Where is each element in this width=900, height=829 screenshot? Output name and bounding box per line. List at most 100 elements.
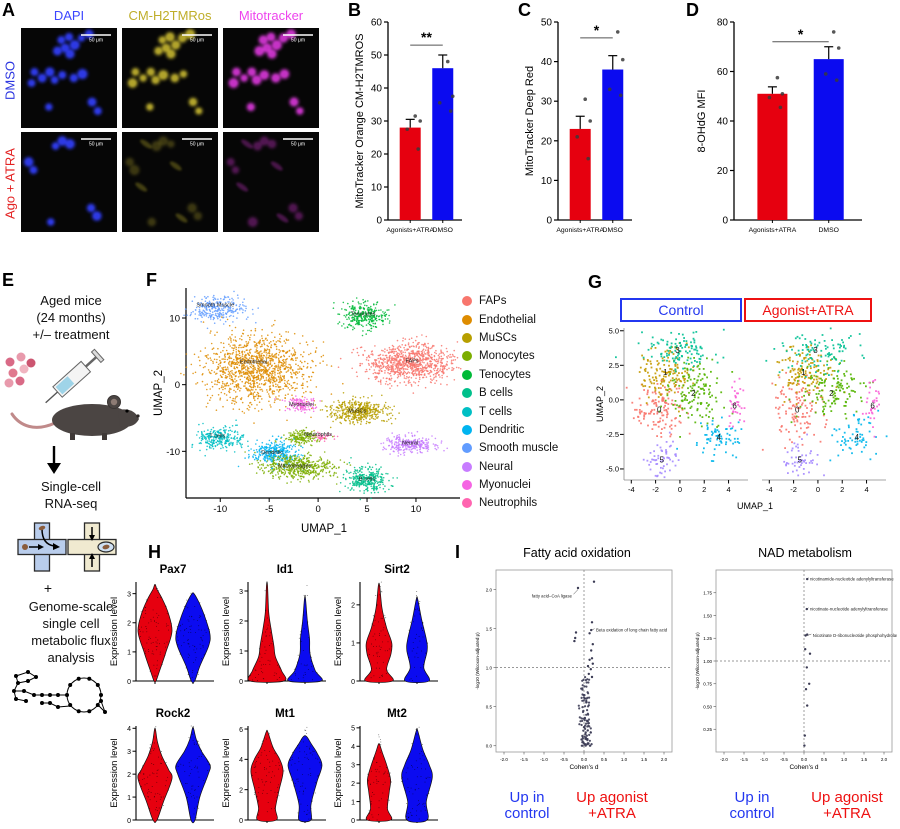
legend-label: Myonuclei <box>479 479 531 492</box>
panel-g-letter: G <box>588 272 603 292</box>
svg-text:20: 20 <box>717 166 729 177</box>
legend-label: Tenocytes <box>479 368 531 381</box>
svg-text:-10: -10 <box>213 504 227 515</box>
svg-text:DMSO: DMSO <box>433 227 453 234</box>
legend-item: B cells <box>462 384 592 402</box>
legend-item: Dendritic <box>462 421 592 439</box>
svg-text:60: 60 <box>371 18 383 29</box>
panel-a-letter: A <box>2 0 15 20</box>
caption-up-in-control-left: Up in control <box>504 789 550 822</box>
svg-text:50 μm: 50 μm <box>89 142 103 148</box>
aged-mice-text: Aged mice (24 months) +/– treatment <box>32 293 110 342</box>
svg-text:60: 60 <box>717 67 729 78</box>
legend-label: Monocytes <box>479 350 535 363</box>
condition-title-control: Control <box>620 298 742 322</box>
svg-text:80: 80 <box>717 18 729 29</box>
violin-pax7: Pax7 0 1 2 3 Expression level <box>108 564 216 690</box>
violin-mt1: Mt1 0 2 4 6 Expression level <box>220 708 328 829</box>
svg-text:50 μm: 50 μm <box>190 38 204 44</box>
svg-text:MitoTracker Deep Red: MitoTracker Deep Red <box>524 66 536 176</box>
legend-label: Endothelial <box>479 313 536 326</box>
arrow-down-icon <box>47 446 61 474</box>
bar-chart-cm-h2tmros: 0 10 20 30 40 50 60 MitoTracker Orange CM-H2TMR… <box>352 8 464 248</box>
legend-item: Monocytes <box>462 347 592 365</box>
legend-item: Tenocytes <box>462 366 592 384</box>
legend-dot-icon <box>462 424 472 435</box>
svg-text:10: 10 <box>541 176 553 187</box>
channel-header-dapi: DAPI <box>53 8 85 23</box>
cluster-legend: FAPs Endothelial MuSCs Monocytes Tenocytes B … <box>462 292 592 513</box>
violin-mt2: Mt2 0 1 2 3 4 5 Expression level <box>332 708 440 829</box>
legend-dot-icon <box>462 461 472 472</box>
bar-chart-mitotracker-deep-red: 0 10 20 30 40 50 MitoTracker Deep Red Agonists+… <box>522 8 634 248</box>
svg-text:0: 0 <box>175 380 180 391</box>
nad-metabolism-title: NAD metabolism <box>758 546 852 560</box>
svg-text:50 μm: 50 μm <box>291 142 305 148</box>
svg-text:DMSO: DMSO <box>603 227 623 234</box>
legend-item: T cells <box>462 402 592 420</box>
legend-label: B cells <box>479 387 513 400</box>
legend-item: MuSCs <box>462 329 592 347</box>
legend-label: Neutrophils <box>479 497 538 510</box>
micrograph-ago-atra-mitotracker: 50 μm <box>223 132 319 232</box>
mouse-injection-icon <box>4 348 140 440</box>
svg-text:40: 40 <box>371 84 383 95</box>
legend-dot-icon <box>462 443 472 454</box>
svg-text:10: 10 <box>169 314 180 325</box>
panel-c-letter: C <box>518 0 531 20</box>
condition-title-agonist-atra: Agonist+ATRA <box>744 298 872 322</box>
legend-dot-icon <box>462 480 472 491</box>
svg-text:0: 0 <box>315 504 320 515</box>
svg-text:5: 5 <box>364 504 369 515</box>
legend-item: Smooth muscle <box>462 439 592 457</box>
svg-text:50: 50 <box>541 18 553 29</box>
umap-all-cells: -10 0 10 -10 -5 0 5 10 UMAP_1 UMAP_2 Smooth Muscle… <box>152 284 462 536</box>
svg-text:30: 30 <box>541 97 553 108</box>
micrograph-ago-atra-cm-h2tmros: 50 μm <box>122 132 218 232</box>
caption-up-agonist-right: Up agonist +ATRA <box>811 789 883 822</box>
legend-item: FAPs <box>462 292 592 310</box>
legend-dot-icon <box>462 296 472 307</box>
legend-item: Endothelial <box>462 310 592 328</box>
legend-label: T cells <box>479 405 513 418</box>
panel-b-letter: B <box>348 0 361 20</box>
bar-chart-8ohdg-mfi: 0 20 40 60 80 8-OHdG MFI Agonists+ATRA DMSO * <box>694 8 864 248</box>
row-label-ago-atra: Ago + ATRA <box>2 148 18 219</box>
svg-text:DMSO: DMSO <box>819 227 839 234</box>
panel-f-letter: F <box>146 270 157 290</box>
svg-text:Agonists+ATRA: Agonists+ATRA <box>386 227 434 234</box>
microfluidic-chip-icon <box>17 522 117 572</box>
channel-header-mitotracker: Mitotracker <box>238 8 304 23</box>
channel-header-cm-h2tmros: CM-H2TMRos <box>128 8 212 23</box>
svg-text:**: ** <box>421 29 432 45</box>
svg-text:8-OHdG MFI: 8-OHdG MFI <box>696 90 708 153</box>
panel-i-letter: I <box>455 542 461 562</box>
svg-text:30: 30 <box>371 117 383 128</box>
svg-text:Agonists+ATRA: Agonists+ATRA <box>749 227 797 234</box>
svg-text:-5: -5 <box>265 504 273 515</box>
caption-up-in-control-right: Up in control <box>729 789 775 822</box>
violin-sirt2: Sirt2 0 1 2 Expression level <box>332 564 440 690</box>
panel-a-micrographs: DAPI CM-H2TMRos Mitotracker DMSO Ago + A… <box>0 0 335 262</box>
row-label-dmso: DMSO <box>2 61 18 100</box>
violin-rock2: Rock2 0 1 2 3 4 Expression level <box>108 708 216 829</box>
svg-text:MitoTracker Orange CM-H2TMROS: MitoTracker Orange CM-H2TMROS <box>354 33 366 208</box>
legend-item: Neural <box>462 458 592 476</box>
umap-split-by-condition: 5.0 2.5 0.0 -2.5 -5.0 UMAP_2 -4 -2 0 2 4 0 1 2 3 4 5 6 -4-… <box>596 326 892 512</box>
svg-text:50 μm: 50 μm <box>190 142 204 148</box>
nad-metabolism-plot: 0.25 0.50 0.75 1.00 1.25 1.50 1.75 -2.0 -1.5 -1.0… <box>692 564 897 776</box>
micrograph-dmso-mitotracker: 50 μm <box>223 28 319 128</box>
svg-text:20: 20 <box>371 150 383 161</box>
svg-text:0: 0 <box>722 216 728 227</box>
svg-text:*: * <box>594 22 600 38</box>
svg-text:10: 10 <box>371 183 383 194</box>
legend-dot-icon <box>462 406 472 417</box>
legend-label: Smooth muscle <box>479 442 559 455</box>
fatty-acid-oxidation-plot: 0.0 0.5 1.0 1.5 2.0 -2.0 -1.5 -1.0 -0.5 0.0 0.5 1.0… <box>472 564 677 776</box>
svg-text:UMAP_1: UMAP_1 <box>301 523 347 535</box>
svg-text:UMAP_2: UMAP_2 <box>153 370 165 416</box>
micrograph-ago-atra-dapi: 50 μm <box>21 132 117 232</box>
caption-up-agonist-left: Up agonist +ATRA <box>576 789 648 822</box>
legend-label: Dendritic <box>479 423 525 436</box>
legend-item: Myonuclei <box>462 476 592 494</box>
